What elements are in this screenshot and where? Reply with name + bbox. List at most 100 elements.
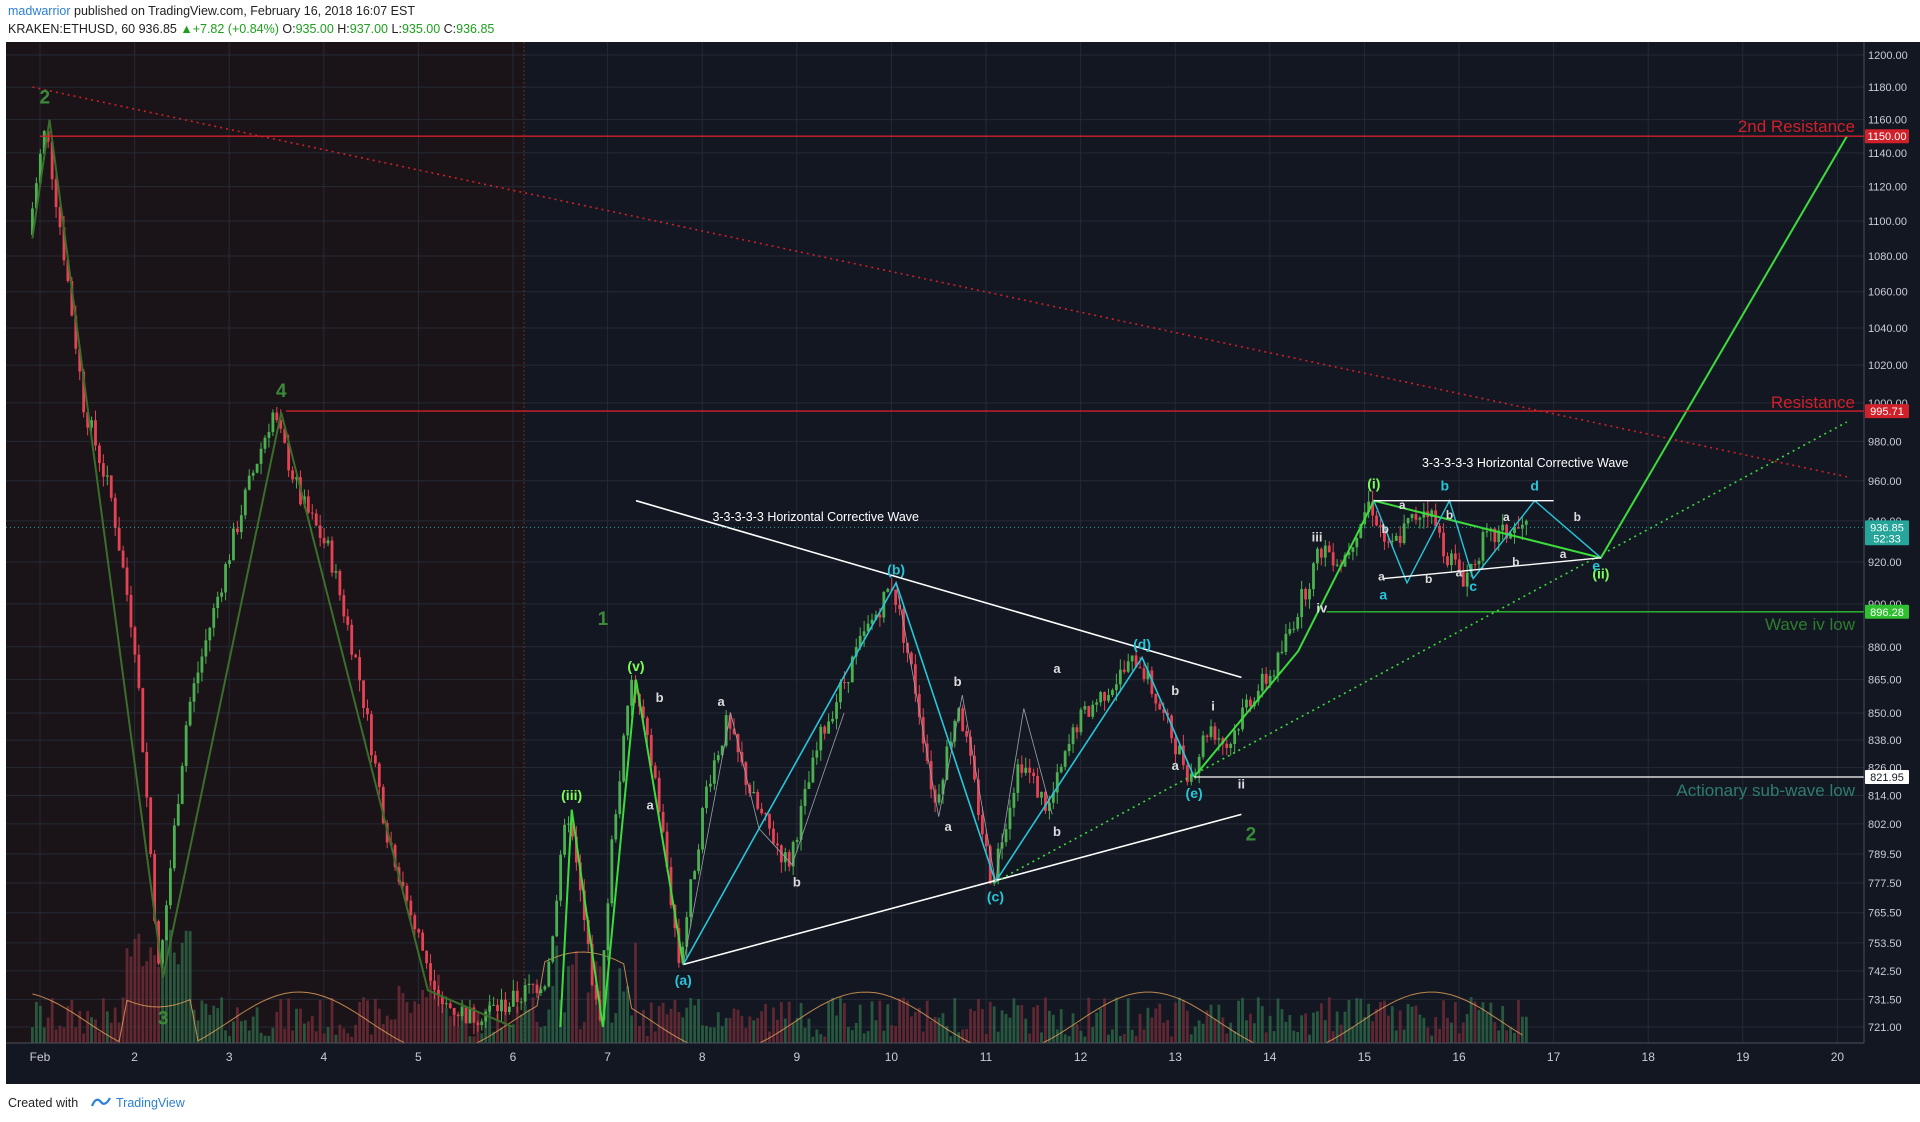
- volume-bar: [1051, 1014, 1055, 1043]
- small-triangle-lower: [1383, 557, 1601, 580]
- volume-bar: [1044, 997, 1047, 1043]
- candle-body: [1095, 702, 1099, 705]
- candle-body: [1004, 829, 1008, 843]
- volume-bar: [1509, 1027, 1512, 1043]
- candle-body: [1485, 531, 1489, 533]
- candle-body: [693, 871, 697, 880]
- candle-body: [78, 348, 82, 372]
- wave-label-b: (b): [887, 561, 905, 577]
- volume-bar: [66, 1006, 70, 1043]
- volume-bar: [1386, 1015, 1390, 1043]
- candle-body: [531, 983, 535, 985]
- x-tick-label: 3: [226, 1050, 233, 1064]
- level-label-resistance: Resistance: [1771, 393, 1855, 412]
- volume-bar: [815, 1029, 819, 1043]
- candle-body: [1047, 802, 1051, 811]
- volume-bar: [58, 1025, 62, 1043]
- candle-body: [109, 475, 113, 498]
- x-tick-label: 20: [1831, 1050, 1845, 1064]
- volume-bar: [535, 1021, 539, 1043]
- candle-body: [1422, 511, 1426, 518]
- price-badge-label: 52:33: [1873, 533, 1901, 545]
- volume-bar: [1375, 1009, 1378, 1043]
- candle-body: [1079, 709, 1083, 733]
- volume-bar: [1434, 1017, 1438, 1043]
- y-tick-label: 838.00: [1868, 735, 1902, 747]
- volume-bar: [1473, 1001, 1477, 1043]
- y-tick-label: 1080.00: [1868, 251, 1908, 263]
- volume-bar: [791, 1023, 795, 1043]
- volume-bar: [1252, 1023, 1256, 1043]
- volume-bar: [1335, 1011, 1339, 1043]
- candle-body: [373, 755, 377, 764]
- tradingview-logo-icon[interactable]: [90, 1094, 112, 1110]
- tradingview-link[interactable]: TradingView: [116, 1096, 185, 1110]
- volume-bar: [34, 1001, 38, 1043]
- candle-body: [511, 990, 515, 1007]
- volume-bar: [1367, 1003, 1371, 1043]
- volume-bar: [1004, 1013, 1008, 1043]
- author-link[interactable]: madwarrior: [8, 4, 71, 18]
- volume-bar: [712, 1027, 716, 1043]
- volume-bar: [732, 1008, 736, 1043]
- volume-bar: [1296, 1032, 1300, 1043]
- volume-bar: [460, 1003, 464, 1043]
- subwave-label-a-s3: a: [1456, 566, 1463, 580]
- candle-body: [1418, 517, 1422, 520]
- candle-body: [228, 560, 231, 565]
- candle-body: [701, 807, 704, 850]
- candle-body: [393, 845, 397, 868]
- candle-body: [850, 656, 854, 683]
- wave-label-ii: (ii): [1592, 566, 1609, 582]
- candle-body: [1386, 541, 1390, 543]
- volume-bar: [1087, 997, 1091, 1043]
- candle-body: [1430, 510, 1434, 518]
- subwave-label-b-s3: b: [1446, 508, 1453, 522]
- volume-bar: [626, 986, 630, 1043]
- volume-bar: [133, 939, 137, 1043]
- candle-body: [1323, 545, 1327, 558]
- volume-bar: [571, 964, 574, 1043]
- volume-bar: [1351, 1026, 1355, 1043]
- candle-body: [350, 624, 354, 655]
- volume-bar: [563, 1012, 566, 1043]
- volume-bar: [685, 1007, 689, 1043]
- y-tick-label: 731.50: [1868, 994, 1902, 1006]
- x-tick-label: 4: [320, 1050, 327, 1064]
- x-tick-label: 2: [131, 1050, 138, 1064]
- volume-bar: [180, 942, 184, 1043]
- volume-bar: [574, 951, 578, 1043]
- volume-bar: [906, 1000, 909, 1043]
- volume-bar: [433, 990, 436, 1043]
- volume-bar: [1442, 1000, 1445, 1043]
- candle-body: [697, 849, 700, 872]
- candle-body: [559, 854, 563, 901]
- volume-bar: [161, 962, 164, 1043]
- candle-body: [1371, 501, 1374, 516]
- candle-body: [1051, 792, 1055, 803]
- candle-body: [582, 890, 586, 921]
- candle-body: [58, 207, 62, 228]
- volume-bar: [728, 1017, 732, 1043]
- volume-bar: [736, 1009, 740, 1043]
- y-tick-label: 1140.00: [1868, 148, 1907, 160]
- wave-path-cyan-small: [1373, 498, 1602, 585]
- volume-bar: [373, 999, 377, 1043]
- candle-body: [161, 940, 164, 964]
- volume-bar: [129, 956, 133, 1043]
- candle-body: [1205, 735, 1209, 737]
- volume-bar: [661, 1002, 665, 1043]
- volume-bar: [157, 966, 160, 1043]
- candle-body: [1237, 729, 1240, 731]
- candle-body: [1493, 528, 1497, 543]
- volume-bar: [515, 1006, 519, 1043]
- price-chart[interactable]: 2nd Resistance Resistance Wave iv low Actio…: [0, 42, 1920, 1084]
- candle-body: [649, 735, 653, 766]
- candle-body: [1114, 684, 1118, 691]
- candle-body: [1394, 535, 1398, 541]
- x-tick-label: 16: [1452, 1050, 1466, 1064]
- volume-bar: [168, 929, 172, 1043]
- candle-body: [1513, 526, 1516, 534]
- candle-body: [610, 839, 614, 904]
- volume-bar: [279, 999, 283, 1043]
